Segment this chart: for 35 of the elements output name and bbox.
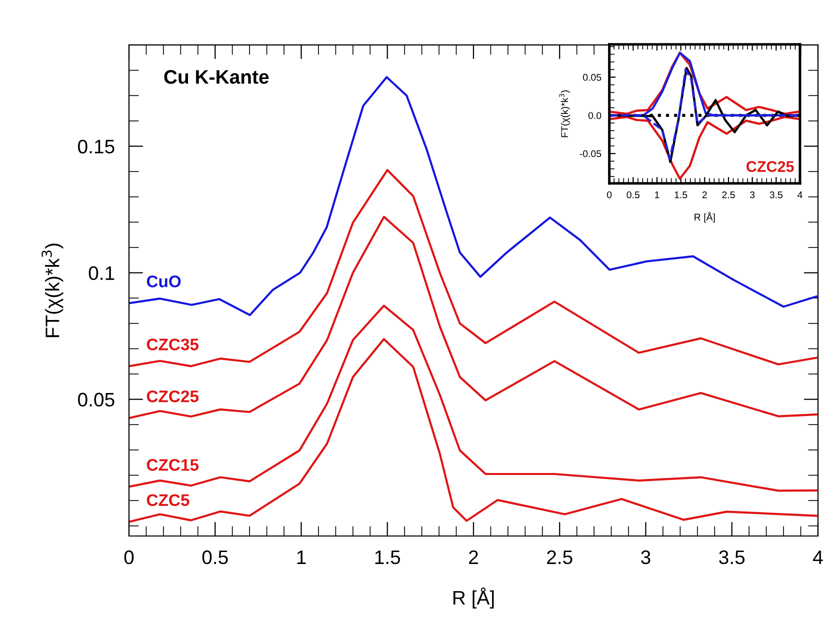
y-tick-label: 0.0 bbox=[588, 112, 602, 119]
x-tick-label: 4 bbox=[813, 550, 823, 564]
x-tick-label: 1.5 bbox=[674, 191, 688, 198]
x-tick-label: 0.5 bbox=[202, 550, 228, 564]
text: Cu K-Kante bbox=[164, 70, 269, 84]
x-tick-label: 1.5 bbox=[375, 550, 400, 564]
x-tick-label: 0 bbox=[606, 191, 612, 198]
y-tick-label: 0.05 bbox=[78, 392, 114, 407]
x-axis-title: R [Å] bbox=[694, 212, 715, 223]
y-tick-label: 0.1 bbox=[88, 266, 114, 280]
series-label: CZC15 bbox=[146, 459, 199, 471]
x-tick-label: 3.5 bbox=[719, 550, 745, 564]
x-tick-label: 2.5 bbox=[722, 191, 735, 198]
x-tick-label: 1 bbox=[655, 191, 660, 198]
x-tick-label: 0 bbox=[124, 550, 134, 564]
series-label: CZC25 bbox=[146, 390, 199, 402]
y-axis-title: FT(χ(k)*k$^{3}$) bbox=[42, 244, 64, 338]
x-tick-label: 1 bbox=[297, 550, 306, 564]
y-tick-label: -0.05 bbox=[580, 150, 602, 158]
x-axis-title: R [Å] bbox=[453, 587, 494, 609]
x-tick-label: 2 bbox=[702, 191, 707, 198]
series-label: CZC5 bbox=[146, 494, 190, 506]
y-tick-label: 0.15 bbox=[78, 140, 114, 154]
x-tick-label: 0.5 bbox=[626, 191, 640, 198]
y-tick-label: 0.05 bbox=[582, 74, 602, 81]
x-tick-label: 3.5 bbox=[770, 191, 782, 198]
x-tick-label: 2.5 bbox=[547, 550, 572, 564]
series-label: CuO bbox=[146, 276, 181, 288]
series-label: CZC35 bbox=[146, 338, 199, 350]
annotation: CZC25 bbox=[746, 161, 794, 172]
x-tick-label: 3 bbox=[750, 191, 755, 198]
x-tick-label: 2 bbox=[469, 550, 478, 564]
y-axis-title: FT(χ(k)*k$^{3}$) bbox=[559, 90, 570, 138]
x-tick-label: 3 bbox=[641, 550, 650, 564]
x-tick-label: 4 bbox=[798, 191, 802, 198]
